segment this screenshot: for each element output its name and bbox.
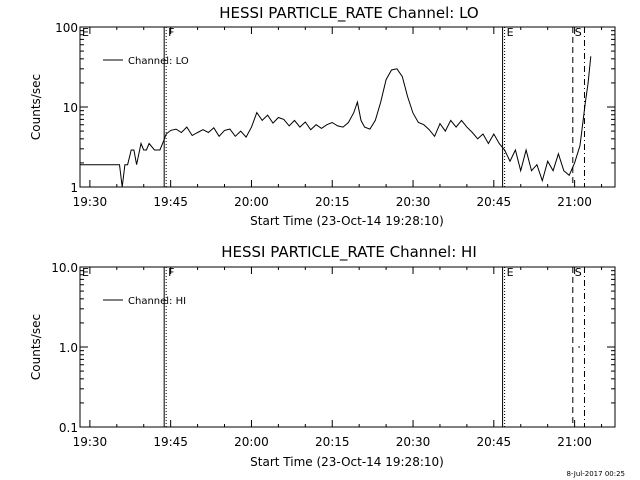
y-tick-label-lo: 1: [70, 181, 78, 195]
x-axis-label-hi: Start Time (23-Oct-14 19:28:10): [250, 455, 444, 469]
plot-frame-lo: [79, 26, 616, 188]
x-axis-label-lo: Start Time (23-Oct-14 19:28:10): [250, 214, 444, 228]
x-tick-label-hi: 20:30: [396, 435, 431, 449]
x-tick-label-hi: 19:30: [73, 435, 108, 449]
x-tick-label-lo: 20:30: [396, 195, 431, 209]
x-tick-label-hi: 20:45: [477, 435, 512, 449]
legend-label-lo: Channel: LO: [128, 56, 189, 67]
marker-label-f-hi: F: [168, 266, 174, 279]
marker-label-s-lo: S: [575, 26, 582, 39]
chart-title-hi: HESSI PARTICLE_RATE Channel: HI: [221, 243, 477, 262]
hi-channel-panel: HESSI PARTICLE_RATE Channel: HI Start Ti…: [29, 243, 616, 469]
marker-label-e-lo: E: [82, 26, 89, 39]
marker-label-e-lo: E: [507, 26, 514, 39]
x-tick-label-hi: 20:00: [234, 435, 269, 449]
y-tick-label-lo: 10: [63, 101, 78, 115]
x-tick-label-lo: 19:45: [153, 195, 188, 209]
marker-label-e-hi: E: [507, 266, 514, 279]
plot-frame-hi: [79, 266, 616, 428]
x-tick-label-lo: 20:45: [477, 195, 512, 209]
y-axis-label-lo: Counts/sec: [29, 74, 43, 140]
x-tick-label-hi: 21:00: [557, 435, 592, 449]
x-tick-label-lo: 21:00: [557, 195, 592, 209]
x-tick-label-hi: 20:15: [315, 435, 350, 449]
y-tick-label-hi: 1.0: [59, 341, 78, 355]
x-tick-label-lo: 20:00: [234, 195, 269, 209]
marker-label-e-hi: E: [82, 266, 89, 279]
marker-label-f-lo: F: [168, 26, 174, 39]
lo-channel-panel: HESSI PARTICLE_RATE Channel: LO Start Ti…: [29, 4, 616, 228]
x-tick-label-hi: 19:45: [153, 435, 188, 449]
x-tick-label-lo: 20:15: [315, 195, 350, 209]
legend-label-hi: Channel: HI: [128, 296, 186, 307]
marker-label-s-hi: S: [575, 266, 582, 279]
y-tick-label-hi: 10.0: [51, 261, 78, 275]
y-axis-label-hi: Counts/sec: [29, 314, 43, 380]
x-tick-label-lo: 19:30: [73, 195, 108, 209]
generation-timestamp: 8-Jul-2017 00:25: [566, 470, 625, 478]
chart-title-lo: HESSI PARTICLE_RATE Channel: LO: [219, 4, 478, 23]
y-tick-label-lo: 100: [55, 21, 78, 35]
series-line-channel-lo: [80, 56, 592, 188]
y-tick-label-hi: 0.1: [59, 421, 78, 435]
